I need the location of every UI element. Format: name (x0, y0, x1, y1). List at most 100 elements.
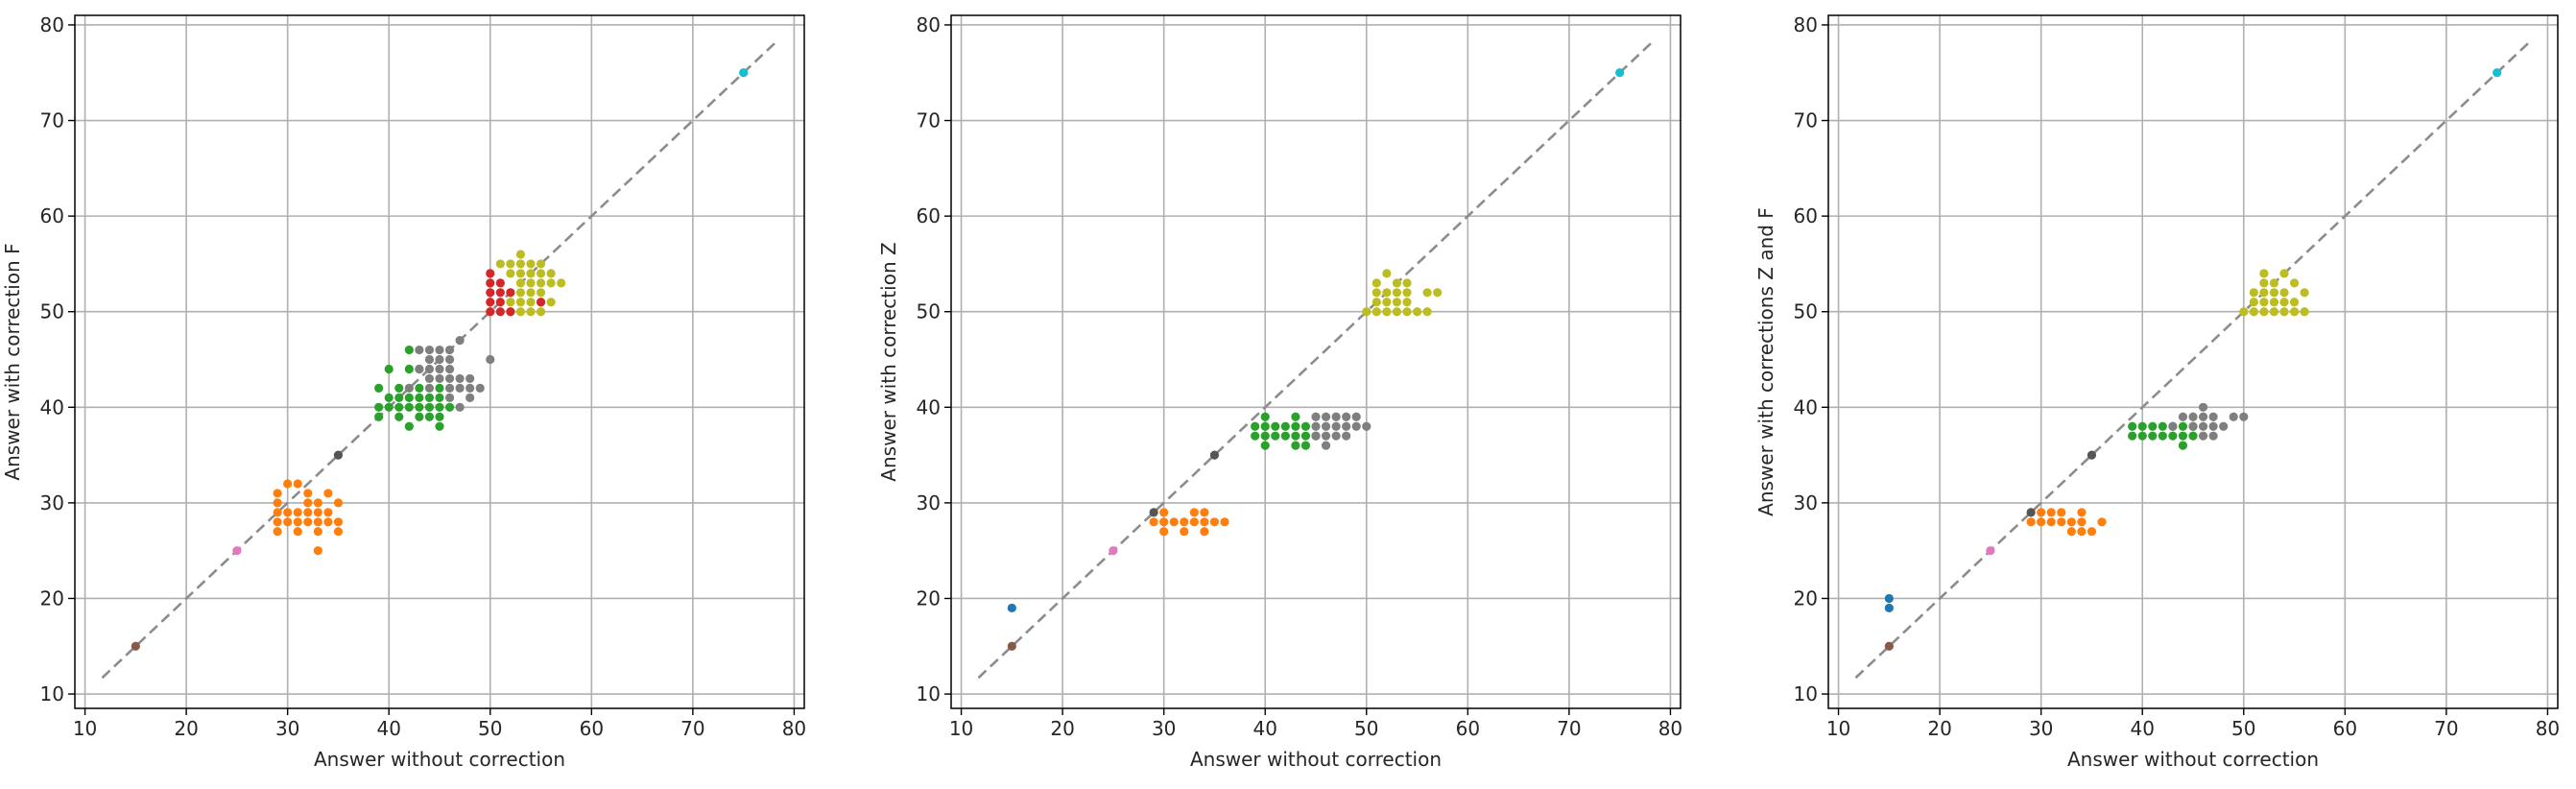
x-tick-label: 60 (1456, 717, 1480, 740)
x-tick-label: 20 (1050, 717, 1074, 740)
data-point (424, 393, 435, 402)
data-point (435, 373, 444, 384)
x-tick-label: 10 (73, 717, 97, 740)
data-point (444, 373, 455, 384)
data-point (506, 259, 515, 269)
x-tick-label: 40 (2130, 717, 2154, 740)
data-point (273, 517, 282, 527)
data-point (2046, 517, 2056, 527)
data-point (2087, 450, 2097, 460)
chart-panel-2: 10 20 30 40 50 60 70 80 10 20 30 40 50 60 70 80 Answer w… (877, 13, 1682, 771)
data-point (495, 307, 505, 317)
data-point (394, 393, 404, 402)
data-point (384, 393, 394, 402)
data-point (1159, 517, 1169, 527)
data-point (2269, 278, 2279, 288)
series-8 (495, 250, 566, 317)
data-point (2259, 307, 2269, 317)
data-point (424, 364, 435, 374)
y-tick-label: 10 (1794, 682, 1818, 705)
data-point (557, 278, 566, 288)
y-tick-label: 80 (917, 13, 941, 36)
x-tick-label: 50 (2231, 717, 2255, 740)
data-point (1271, 421, 1280, 431)
data-point (131, 641, 140, 651)
data-point (1280, 431, 1290, 441)
data-point (475, 383, 485, 393)
data-point (444, 354, 455, 365)
data-point (435, 383, 444, 393)
x-axis-label: Answer without correction (1190, 748, 1442, 771)
data-point (2300, 307, 2309, 317)
data-point (515, 307, 526, 317)
data-point (283, 479, 293, 489)
data-point (415, 393, 424, 402)
data-point (2289, 278, 2300, 288)
data-point (2249, 288, 2258, 298)
data-point (1260, 431, 1270, 441)
data-point (486, 354, 495, 365)
data-point (313, 517, 322, 527)
data-point (404, 345, 414, 355)
data-point (2208, 431, 2218, 441)
data-point (546, 278, 556, 288)
data-point (1149, 517, 1158, 527)
data-point (1986, 546, 1995, 556)
data-point (465, 373, 475, 384)
data-point (394, 412, 404, 421)
y-tick-label: 30 (917, 491, 941, 514)
series-2 (1884, 641, 1894, 651)
data-point (313, 498, 322, 508)
data-point (2077, 508, 2087, 517)
series-7 (1251, 412, 1321, 450)
data-point (1371, 278, 1381, 288)
data-point (1392, 288, 1402, 298)
data-point (2279, 288, 2289, 298)
data-point (374, 412, 384, 421)
data-point (1342, 431, 1351, 441)
data-point (384, 364, 394, 374)
data-point (486, 298, 495, 307)
data-point (374, 402, 384, 412)
y-axis-label: Answer with correction F (1, 243, 24, 480)
data-point (2198, 421, 2208, 431)
data-point (1615, 68, 1625, 78)
data-point (495, 259, 505, 269)
data-point (486, 269, 495, 278)
data-point (444, 402, 455, 412)
x-tick-label: 80 (2536, 717, 2560, 740)
chart-panel-3: 10 20 30 40 50 60 70 80 10 20 30 40 50 60 70 80 Answer w… (1754, 13, 2560, 771)
series-1 (131, 641, 140, 651)
data-point (1392, 307, 1402, 317)
data-point (2188, 421, 2198, 431)
data-point (1280, 421, 1290, 431)
data-point (2178, 412, 2188, 421)
data-point (273, 508, 282, 517)
data-point (536, 298, 546, 307)
data-point (515, 250, 526, 259)
x-tick-label: 70 (2434, 717, 2458, 740)
data-point (404, 402, 414, 412)
data-point (2037, 517, 2046, 527)
data-point (415, 383, 424, 393)
data-point (1422, 307, 1432, 317)
series-9 (486, 269, 546, 317)
data-point (1149, 508, 1158, 517)
data-point (2279, 298, 2289, 307)
y-tick-label: 70 (917, 109, 941, 132)
data-point (435, 364, 444, 374)
series-4 (2493, 68, 2502, 78)
data-point (546, 298, 556, 307)
data-point (2239, 412, 2249, 421)
y-tick-label: 30 (40, 491, 64, 514)
data-point (455, 335, 465, 346)
data-point (1251, 431, 1260, 441)
data-point (1321, 441, 1331, 450)
data-point (2188, 431, 2198, 441)
data-point (2137, 431, 2147, 441)
data-point (303, 498, 313, 508)
x-tick-label: 30 (2029, 717, 2053, 740)
data-point (1362, 307, 1371, 317)
data-point (2300, 288, 2309, 298)
data-point (1402, 278, 1412, 288)
